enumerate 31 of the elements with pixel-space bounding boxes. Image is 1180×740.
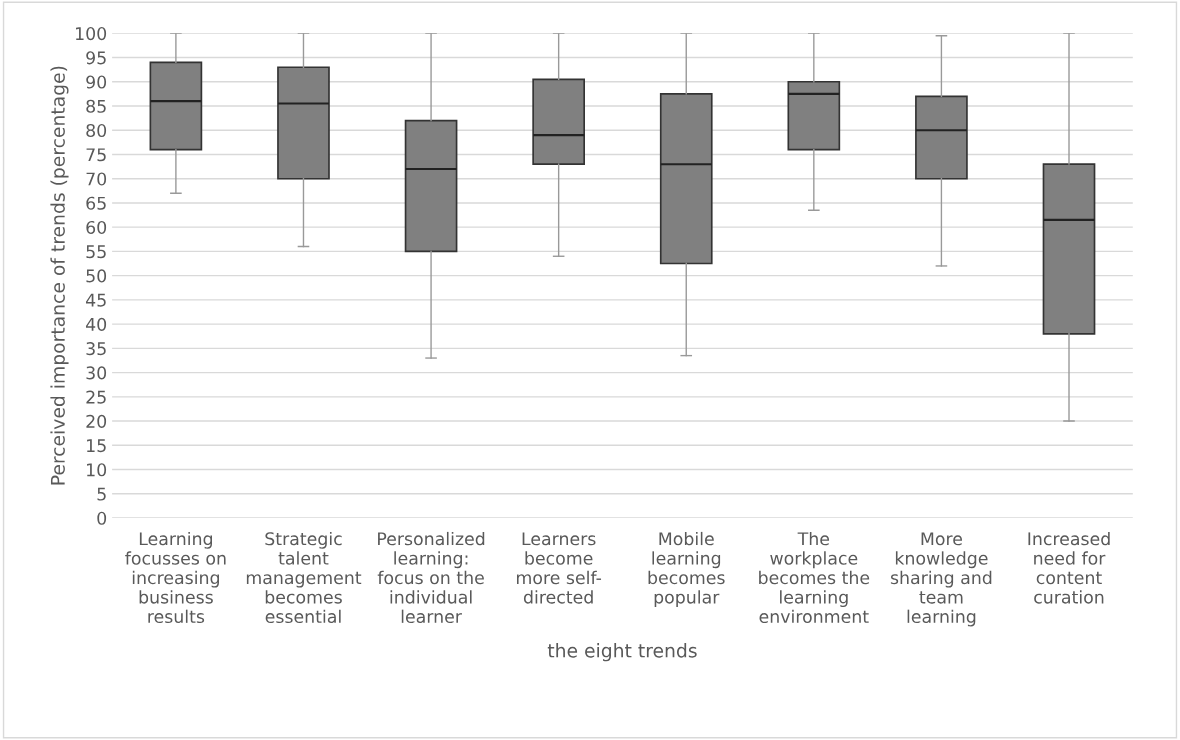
y-tick-label: 40 (86, 317, 107, 331)
y-tick-label: 85 (86, 99, 106, 113)
x-tick-label: More knowledge sharing and team learning (890, 532, 992, 627)
x-tick-label: Personalized learning: focus on the individual learner (377, 531, 485, 624)
x-tick-label: Mobile learning becomes popular (648, 531, 725, 608)
y-tick-label: 15 (87, 439, 106, 453)
y-tick-label: 55 (86, 245, 106, 259)
x-tick-label: Strategic talent management becomes essential (246, 531, 362, 624)
y-tick-label: 70 (86, 172, 107, 186)
y-tick-label: 95 (86, 51, 106, 65)
x-tick-label: Increased need for content curation (1028, 531, 1110, 604)
y-axis-title: Perceived importance of trends (percentage) (50, 66, 69, 485)
y-tick-label: 10 (87, 463, 107, 477)
y-tick-label: 60 (86, 220, 107, 235)
y-tick-label: 45 (86, 293, 106, 307)
x-tick-label: Learners become more self- directed (517, 532, 602, 604)
y-tick-label: 100 (76, 27, 107, 41)
y-tick-label: 25 (86, 390, 106, 404)
y-tick-label: 5 (97, 487, 106, 501)
y-tick-label: 50 (86, 269, 107, 283)
y-tick-label: 30 (86, 366, 107, 380)
y-tick-label: 75 (86, 148, 106, 162)
x-tick-label: The workplace becomes the learning environment (759, 531, 870, 624)
x-axis-title: the eight trends (547, 643, 697, 662)
y-tick-label: 65 (86, 196, 106, 210)
y-tick-label: 80 (86, 123, 107, 138)
y-tick-label: 20 (86, 414, 107, 428)
y-tick-label: 0 (97, 511, 107, 525)
y-tick-label: 35 (86, 342, 106, 356)
x-tick-label: Learning focusses on increasing business results (125, 531, 226, 624)
y-tick-label: 90 (86, 75, 107, 89)
